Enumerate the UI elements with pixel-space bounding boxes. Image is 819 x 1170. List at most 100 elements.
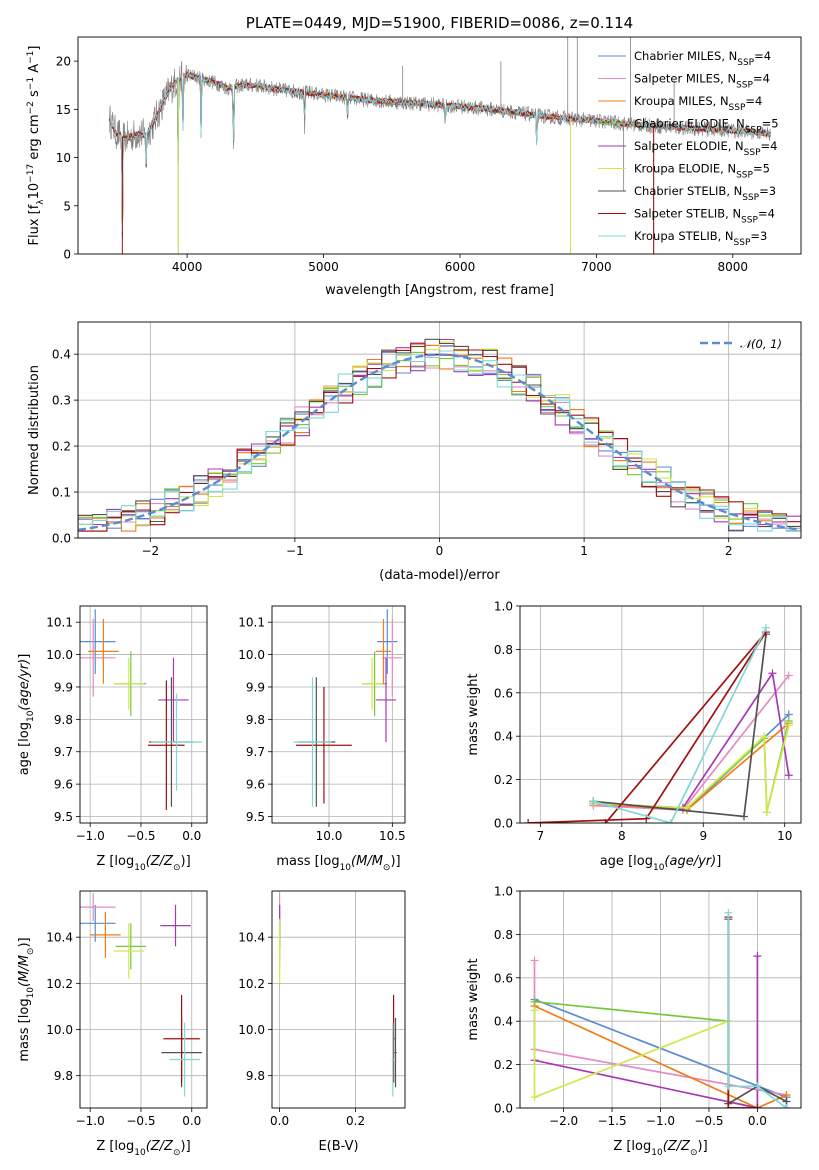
errorbar-points bbox=[80, 609, 202, 811]
errorbar-point-chabrier_stelib bbox=[394, 1017, 397, 1088]
legend-entry: Kroupa ELODIE, NSSP=5 bbox=[634, 162, 770, 181]
errorbar-point-salpeter_stelib bbox=[148, 680, 185, 811]
gaussian-reference-curve bbox=[78, 353, 799, 532]
x-tick-label: −1.0 bbox=[76, 1114, 105, 1128]
y-tick-label: 10.2 bbox=[46, 977, 73, 991]
weight-marker bbox=[761, 623, 770, 632]
age-vs-mass-panel: 10.0 10.5 9.5 9.6 9.7 9.8 9.9 10.0 10.1 mass [log… bbox=[238, 605, 406, 873]
y-tick-label: 9.5 bbox=[246, 810, 265, 824]
y-tick-label: 15 bbox=[56, 103, 71, 117]
y-tick-label: 0.2 bbox=[494, 1058, 513, 1072]
legend-entry: 𝒩(0, 1) bbox=[740, 337, 782, 351]
y-tick-label: 0.0 bbox=[494, 1102, 513, 1116]
x-tick-label: 0.2 bbox=[346, 1114, 365, 1128]
y-tick-label: 10.0 bbox=[238, 1023, 265, 1037]
x-tick-label: 5000 bbox=[308, 260, 339, 274]
y-tick-label: 10.1 bbox=[238, 616, 265, 630]
errorbar-point-kroupa_miles bbox=[375, 618, 392, 684]
x-tick-label: 0.0 bbox=[270, 1114, 289, 1128]
y-tick-label: 10.1 bbox=[46, 616, 73, 630]
x-axis-label: age [log10(age/yr)] bbox=[600, 854, 722, 873]
weight-marker bbox=[782, 1104, 791, 1108]
y-tick-label: 0.1 bbox=[52, 486, 71, 500]
legend-entry: Salpeter MILES, NSSP=4 bbox=[634, 72, 770, 91]
x-tick-label: 10.5 bbox=[379, 829, 406, 843]
errorbar-point-kroupa_stelib bbox=[391, 1022, 394, 1097]
x-tick-label: 8 bbox=[618, 829, 626, 843]
weight-marker bbox=[724, 1082, 733, 1091]
x-tick-label: 0.0 bbox=[748, 1114, 767, 1128]
y-tick-label: 10.2 bbox=[238, 977, 265, 991]
weight-marker bbox=[524, 819, 533, 823]
residuals-panel: −2 −1 0 1 2 0.0 0.1 0.2 0.3 0.4 (data-model)/error… bbox=[27, 321, 802, 583]
errorbar-point-kroupa_elodie bbox=[278, 918, 281, 984]
x-tick-label: 6000 bbox=[445, 260, 476, 274]
x-axis-label: mass [log10(M/M⊙)] bbox=[276, 854, 400, 873]
weight-marker bbox=[589, 797, 598, 806]
weight-marker bbox=[768, 669, 777, 678]
y-axis-label: age [log10(age/yr)] bbox=[17, 654, 36, 776]
y-tick-label: 0 bbox=[63, 248, 71, 262]
spectrum-series bbox=[109, 37, 772, 254]
errorbar-point-kroupa_elodie bbox=[113, 657, 145, 710]
axes-frame bbox=[79, 890, 208, 1109]
errorbar-points bbox=[80, 893, 202, 1097]
y-tick-label: 0.3 bbox=[52, 394, 71, 408]
x-tick-label: 10 bbox=[777, 829, 792, 843]
errorbar-point-kroupa_elodie bbox=[113, 923, 145, 979]
legend-entry: Chabrier MILES, NSSP=4 bbox=[634, 49, 771, 68]
y-tick-label: 9.8 bbox=[54, 1069, 73, 1083]
x-tick-label: 7 bbox=[537, 829, 545, 843]
weight-marker bbox=[601, 819, 610, 823]
weight-marker bbox=[530, 956, 539, 965]
x-axis-label: Z [log10(Z/Z⊙)] bbox=[96, 1139, 190, 1158]
x-tick-label: 0 bbox=[436, 544, 444, 558]
y-tick-label: 5 bbox=[63, 199, 71, 213]
errorbar-point-salpeter_stelib bbox=[163, 994, 200, 1083]
y-tick-label: 9.9 bbox=[54, 680, 73, 694]
legend-entry: Chabrier ELODIE, NSSP=5 bbox=[634, 117, 779, 136]
errorbar-point-salpeter_miles bbox=[80, 618, 116, 697]
axes-frame bbox=[79, 605, 208, 824]
weight-series bbox=[530, 908, 791, 1108]
x-tick-label: 0.0 bbox=[182, 829, 201, 843]
y-tick-label: 1.0 bbox=[494, 600, 513, 614]
legend-entry: Chabrier STELIB, NSSP=3 bbox=[634, 184, 776, 203]
y-axis-label: Flux [fλ10−17 erg cm−2 s−1 A−1] bbox=[26, 46, 46, 246]
y-tick-label: 10.0 bbox=[46, 648, 73, 662]
y-tick-label: 10.4 bbox=[238, 931, 265, 945]
legend: Chabrier MILES, NSSP=4 Salpeter MILES, NS… bbox=[598, 49, 779, 248]
x-tick-label: −1.0 bbox=[646, 1114, 675, 1128]
weight-line-kroupa_miles bbox=[534, 1005, 787, 1108]
x-axis-label: E(B-V) bbox=[318, 1139, 358, 1154]
y-axis-label: mass weight bbox=[466, 958, 481, 1040]
errorbar-point-chabrier_miles bbox=[80, 609, 116, 675]
x-tick-label: 4000 bbox=[172, 260, 203, 274]
y-tick-label: 0.4 bbox=[52, 348, 71, 362]
axes-frame bbox=[519, 605, 802, 824]
y-tick-label: 0.6 bbox=[494, 686, 513, 700]
y-tick-label: 0.0 bbox=[494, 817, 513, 831]
y-axis-label: mass weight bbox=[466, 673, 481, 755]
y-tick-label: 9.9 bbox=[246, 680, 265, 694]
weight-marker bbox=[760, 732, 769, 741]
x-tick-label: 0.0 bbox=[182, 1114, 201, 1128]
weight-line-salpeter_stelib bbox=[528, 631, 767, 823]
weight-marker bbox=[530, 1006, 539, 1015]
weight-marker bbox=[784, 671, 793, 680]
x-tick-label: 2 bbox=[725, 544, 733, 558]
x-axis-label: Z [log10(Z/Z⊙)] bbox=[613, 1139, 707, 1158]
errorbar-point-kroupa_miles bbox=[90, 911, 121, 958]
y-tick-label: 0.4 bbox=[494, 1015, 513, 1029]
x-axis-label: (data-model)/error bbox=[379, 568, 500, 583]
weight-marker bbox=[784, 721, 793, 730]
legend-entry: Salpeter ELODIE, NSSP=4 bbox=[634, 139, 777, 158]
y-tick-label: 9.7 bbox=[54, 745, 73, 759]
y-tick-label: 20 bbox=[56, 55, 71, 69]
weight-marker bbox=[739, 812, 748, 821]
y-tick-label: 9.8 bbox=[246, 713, 265, 727]
y-tick-label: 0.2 bbox=[494, 773, 513, 787]
weight-marker bbox=[530, 997, 539, 1006]
x-axis-label: wavelength [Angstrom, rest frame] bbox=[325, 283, 554, 298]
